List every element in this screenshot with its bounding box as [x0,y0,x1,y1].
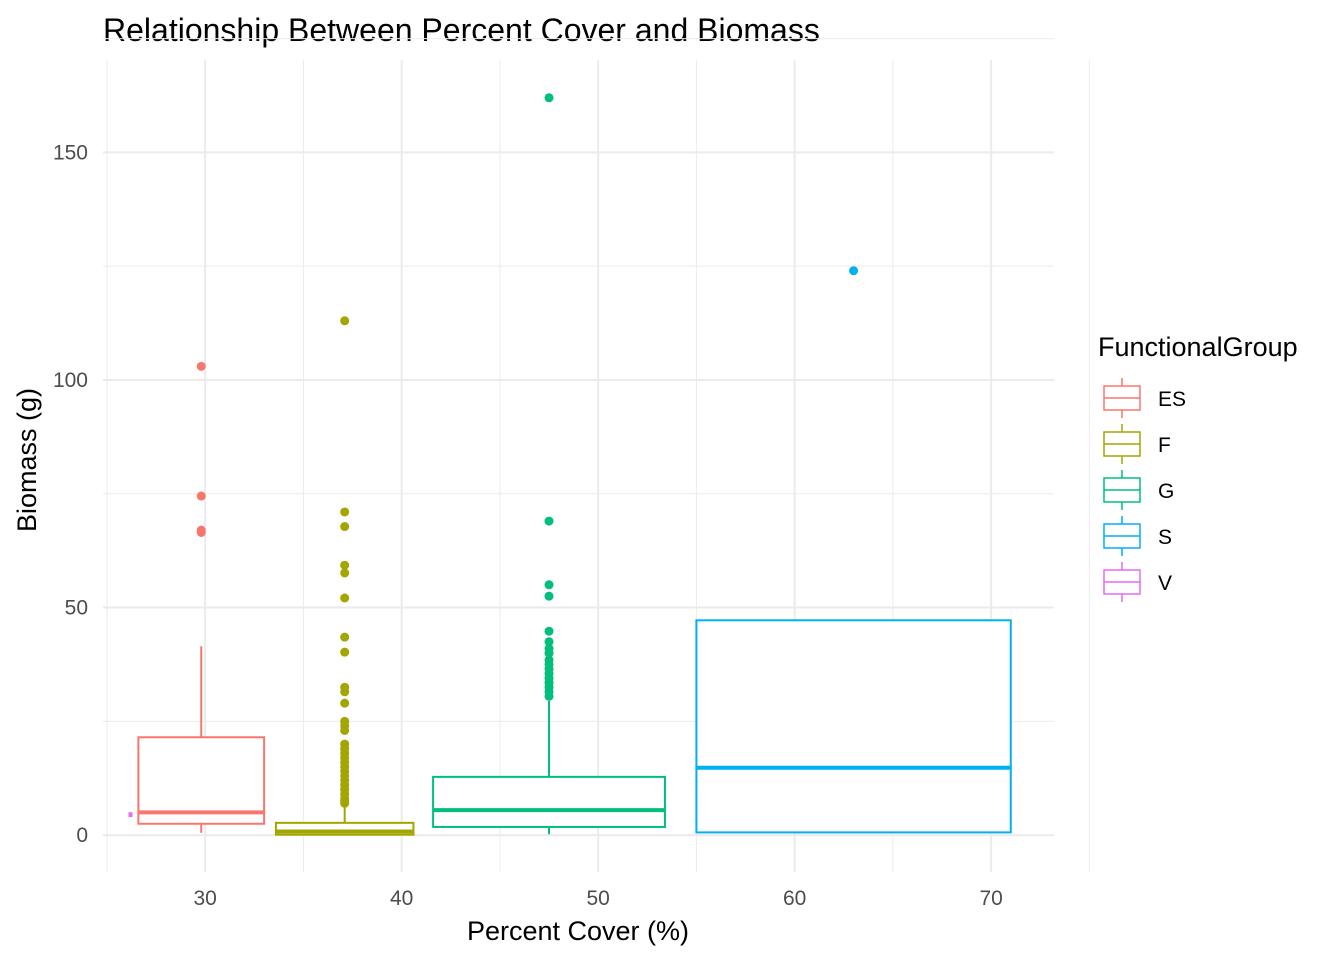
box-es [137,361,266,833]
box-iqr [695,619,1012,834]
legend-item-v: V [1103,562,1172,602]
legend-label: V [1158,572,1172,595]
outlier-point [340,687,350,697]
tick-labels: 30 40 50 60 70 0 50 100 150 [53,141,1003,910]
outlier-point [340,507,350,517]
box-v [128,812,133,818]
outlier-point [340,632,350,642]
box-s [695,266,1012,834]
legend-label: G [1158,480,1174,503]
outlier-point [340,647,350,657]
outlier-point [196,527,206,537]
outlier-point [544,691,554,701]
y-tick-label: 100 [53,369,88,392]
legend-item-s: S [1103,516,1172,556]
box-iqr [274,821,415,836]
box-g [432,93,666,835]
outlier-point [544,637,554,647]
chart-title: Relationship Between Percent Cover and B… [103,12,820,48]
x-tick-label: 50 [586,887,609,910]
outlier-point [849,266,859,276]
y-axis-title: Biomass (g) [12,388,42,532]
legend-label: S [1158,526,1172,549]
box-f [274,316,415,836]
outlier-point [544,591,554,601]
y-tick-label: 150 [53,141,88,164]
outlier-point [340,560,350,570]
outlier-point [340,568,350,578]
x-tick-label: 60 [783,887,806,910]
y-tick-label: 0 [76,824,88,847]
legend-item-es: ES [1103,378,1186,418]
outlier-point [340,725,350,735]
legend-title: FunctionalGroup [1098,332,1298,362]
outlier-point [340,316,350,326]
outlier-point [196,491,206,501]
outlier-point [340,798,350,808]
x-axis-title: Percent Cover (%) [467,916,689,946]
legend-label: ES [1158,388,1186,411]
outlier-point [544,516,554,526]
x-tick-label: 40 [390,887,413,910]
outlier-point [340,522,350,532]
legend-label: F [1158,434,1171,457]
y-tick-label: 50 [65,597,88,620]
outlier-point [544,93,554,103]
box-iqr [432,775,666,828]
outlier-point [196,361,206,371]
legend-item-f: F [1103,424,1171,464]
legend-item-g: G [1103,470,1174,510]
x-tick-label: 30 [193,887,216,910]
outlier-point [340,698,350,708]
box-iqr [137,736,266,825]
x-tick-label: 70 [979,887,1002,910]
outlier-point [544,580,554,590]
boxes-layer [128,93,1012,836]
outlier-point [544,626,554,636]
outlier-point [544,648,554,658]
outlier-point [340,593,350,603]
